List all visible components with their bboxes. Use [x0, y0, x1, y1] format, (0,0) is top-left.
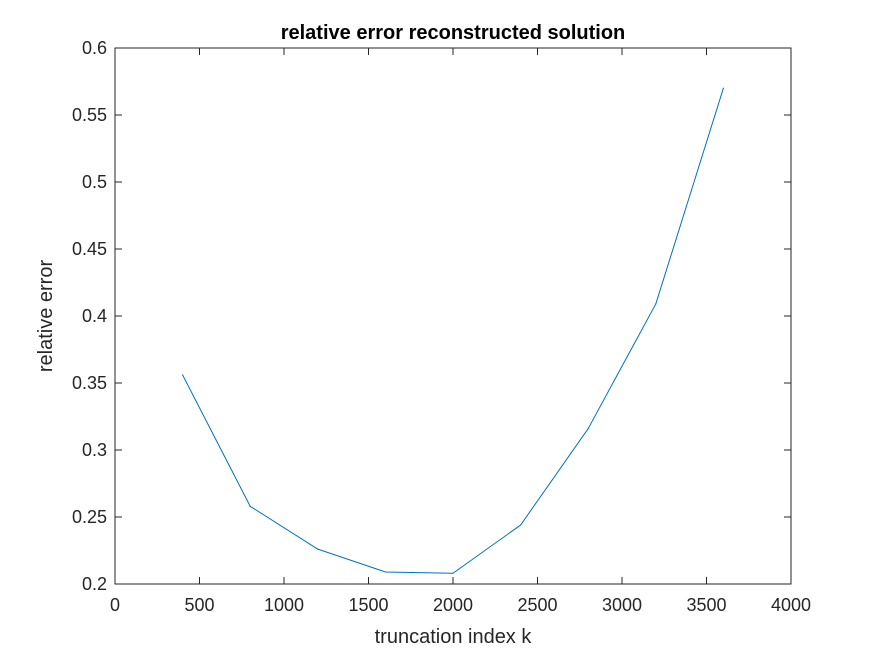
- x-tick-label: 1500: [348, 595, 388, 615]
- y-tick-label: 0.35: [72, 373, 107, 393]
- y-tick-label: 0.25: [72, 507, 107, 527]
- y-axis-ticks: 0.2 0.25 0.3 0.35 0.4 0.45 0.5 0.55 0.6: [72, 38, 791, 594]
- data-point: [520, 524, 522, 526]
- x-axis-title: truncation index k: [375, 626, 533, 648]
- plot-area: [115, 48, 791, 584]
- x-tick-label: 3500: [686, 595, 726, 615]
- y-tick-label: 0.4: [82, 306, 107, 326]
- x-axis-ticks: 0 500 1000 1500 2000 2500 3000 3500 4000: [110, 48, 811, 615]
- data-point: [722, 87, 725, 89]
- data-point: [655, 303, 657, 305]
- data-point: [452, 572, 454, 574]
- y-tick-label: 0.5: [82, 172, 107, 192]
- y-tick-label: 0.6: [82, 38, 107, 58]
- x-tick-label: 2000: [433, 595, 473, 615]
- data-point: [182, 374, 184, 376]
- x-tick-label: 4000: [771, 595, 811, 615]
- y-tick-label: 0.45: [72, 239, 107, 259]
- y-axis-title: relative error: [35, 260, 57, 373]
- x-tick-label: 500: [184, 595, 214, 615]
- chart-title: relative error reconstructed solution: [281, 22, 626, 44]
- x-tick-label: 0: [110, 595, 120, 615]
- x-tick-label: 1000: [264, 595, 304, 615]
- y-tick-label: 0.55: [72, 105, 107, 125]
- x-tick-label: 2500: [517, 595, 557, 615]
- series-layer: [182, 87, 725, 574]
- data-point: [317, 548, 319, 550]
- data-point: [249, 505, 251, 507]
- data-point: [587, 427, 589, 430]
- x-tick-label: 3000: [602, 595, 642, 615]
- y-tick-label: 0.2: [82, 574, 107, 594]
- y-tick-label: 0.3: [82, 440, 107, 460]
- data-point: [384, 571, 386, 573]
